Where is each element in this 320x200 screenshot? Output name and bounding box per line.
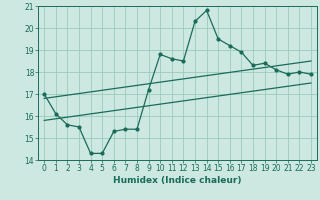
X-axis label: Humidex (Indice chaleur): Humidex (Indice chaleur) [113,176,242,185]
